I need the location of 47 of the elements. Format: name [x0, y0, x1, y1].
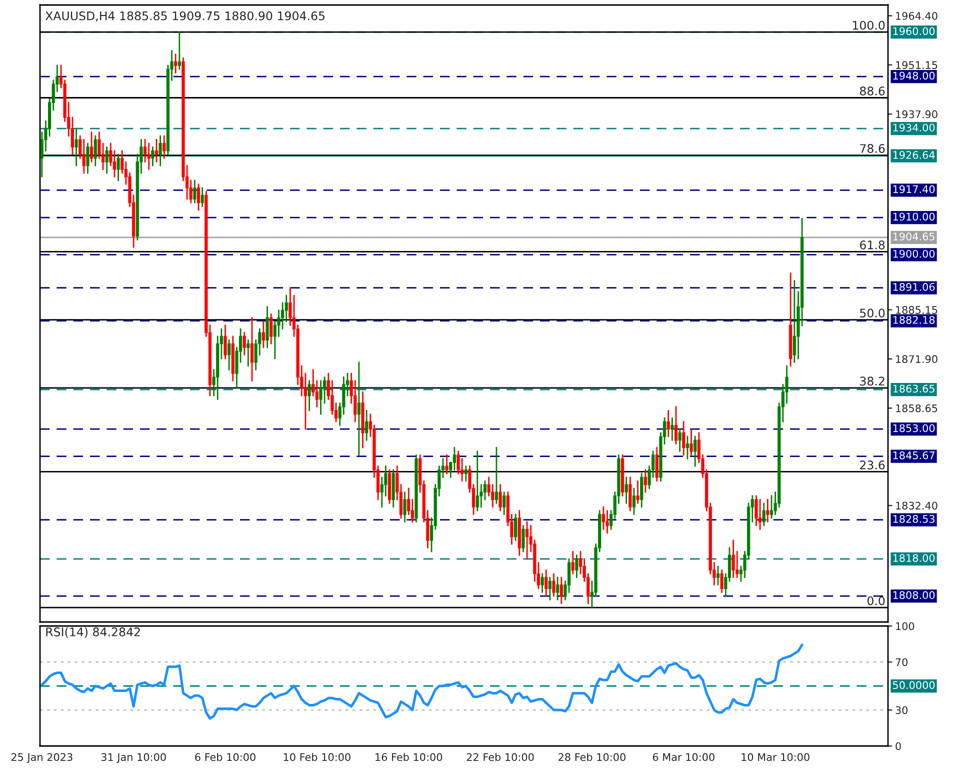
- x-tick-label: 10 Mar 10:00: [742, 753, 810, 762]
- x-tick-label: 22 Feb 10:00: [466, 752, 534, 762]
- annotation: 38.2: [860, 376, 884, 386]
- y-tick-label: 1964.40: [896, 12, 938, 20]
- y-tick-label: 0: [896, 742, 901, 750]
- ref-line-label: 1818.00: [893, 554, 935, 562]
- y-tick-label: 1832.40: [896, 502, 938, 510]
- chart-title: RSI(14) 84.2842: [46, 627, 140, 638]
- x-tick-label: 16 Feb 10:00: [376, 752, 442, 762]
- ref-line-label: 1863.65: [893, 384, 934, 393]
- annotation: 100.0: [852, 20, 885, 30]
- y-tick-label: 30: [896, 706, 908, 714]
- x-tick-label: 6 Feb 10:00: [195, 752, 256, 762]
- ref-line-label: 1900.00: [893, 250, 935, 258]
- ref-line-label: 1828.53: [893, 515, 934, 523]
- ref-line-label: 1926.64: [893, 151, 935, 159]
- ref-line-label: 50.0000: [893, 681, 935, 690]
- ref-line-label: 1808.00: [893, 591, 935, 600]
- y-tick-label: 1858.65: [896, 404, 938, 412]
- x-tick-label: 25 Jan 2023: [11, 753, 72, 763]
- x-tick-label: 28 Feb 10:00: [558, 752, 626, 762]
- y-tick-label: 1937.90: [896, 110, 938, 118]
- y-tick-label: 1951.15: [896, 61, 938, 70]
- ref-line-label: 1882.18: [893, 316, 935, 324]
- annotation: 88.6: [860, 86, 885, 96]
- annotation: 50.0: [860, 308, 885, 318]
- chart-title: XAUUSD,H4 1885.85 1909.75 1880.90 1904.65: [45, 11, 325, 22]
- ref-line-label: 1960.00: [893, 27, 935, 36]
- ref-line-label: 1845.67: [893, 451, 934, 460]
- ref-line-label: 1917.40: [893, 185, 935, 194]
- ref-line-label: 1891.06: [893, 283, 935, 291]
- y-tick-label: 100: [896, 622, 914, 630]
- x-tick-label: 10 Feb 10:00: [284, 752, 350, 762]
- annotation: 0.0: [867, 596, 885, 606]
- x-tick-label: 6 Mar 10:00: [652, 753, 714, 762]
- annotation: 61.8: [860, 240, 885, 250]
- y-tick-label: 1871.90: [896, 355, 938, 364]
- y-tick-label: 1885.15: [896, 306, 938, 314]
- ref-line-label: 1904.65: [893, 232, 934, 240]
- annotation: 78.6: [860, 144, 885, 153]
- x-tick-label: 31 Jan 10:00: [101, 753, 166, 763]
- ref-line-label: 1910.00: [893, 212, 935, 221]
- ref-line-label: 1853.00: [893, 424, 935, 432]
- ref-line-label: 1948.00: [893, 72, 935, 80]
- ref-line-label: 1934.00: [893, 124, 935, 132]
- y-tick-label: 70: [896, 658, 908, 666]
- annotation: 23.6: [860, 460, 885, 470]
